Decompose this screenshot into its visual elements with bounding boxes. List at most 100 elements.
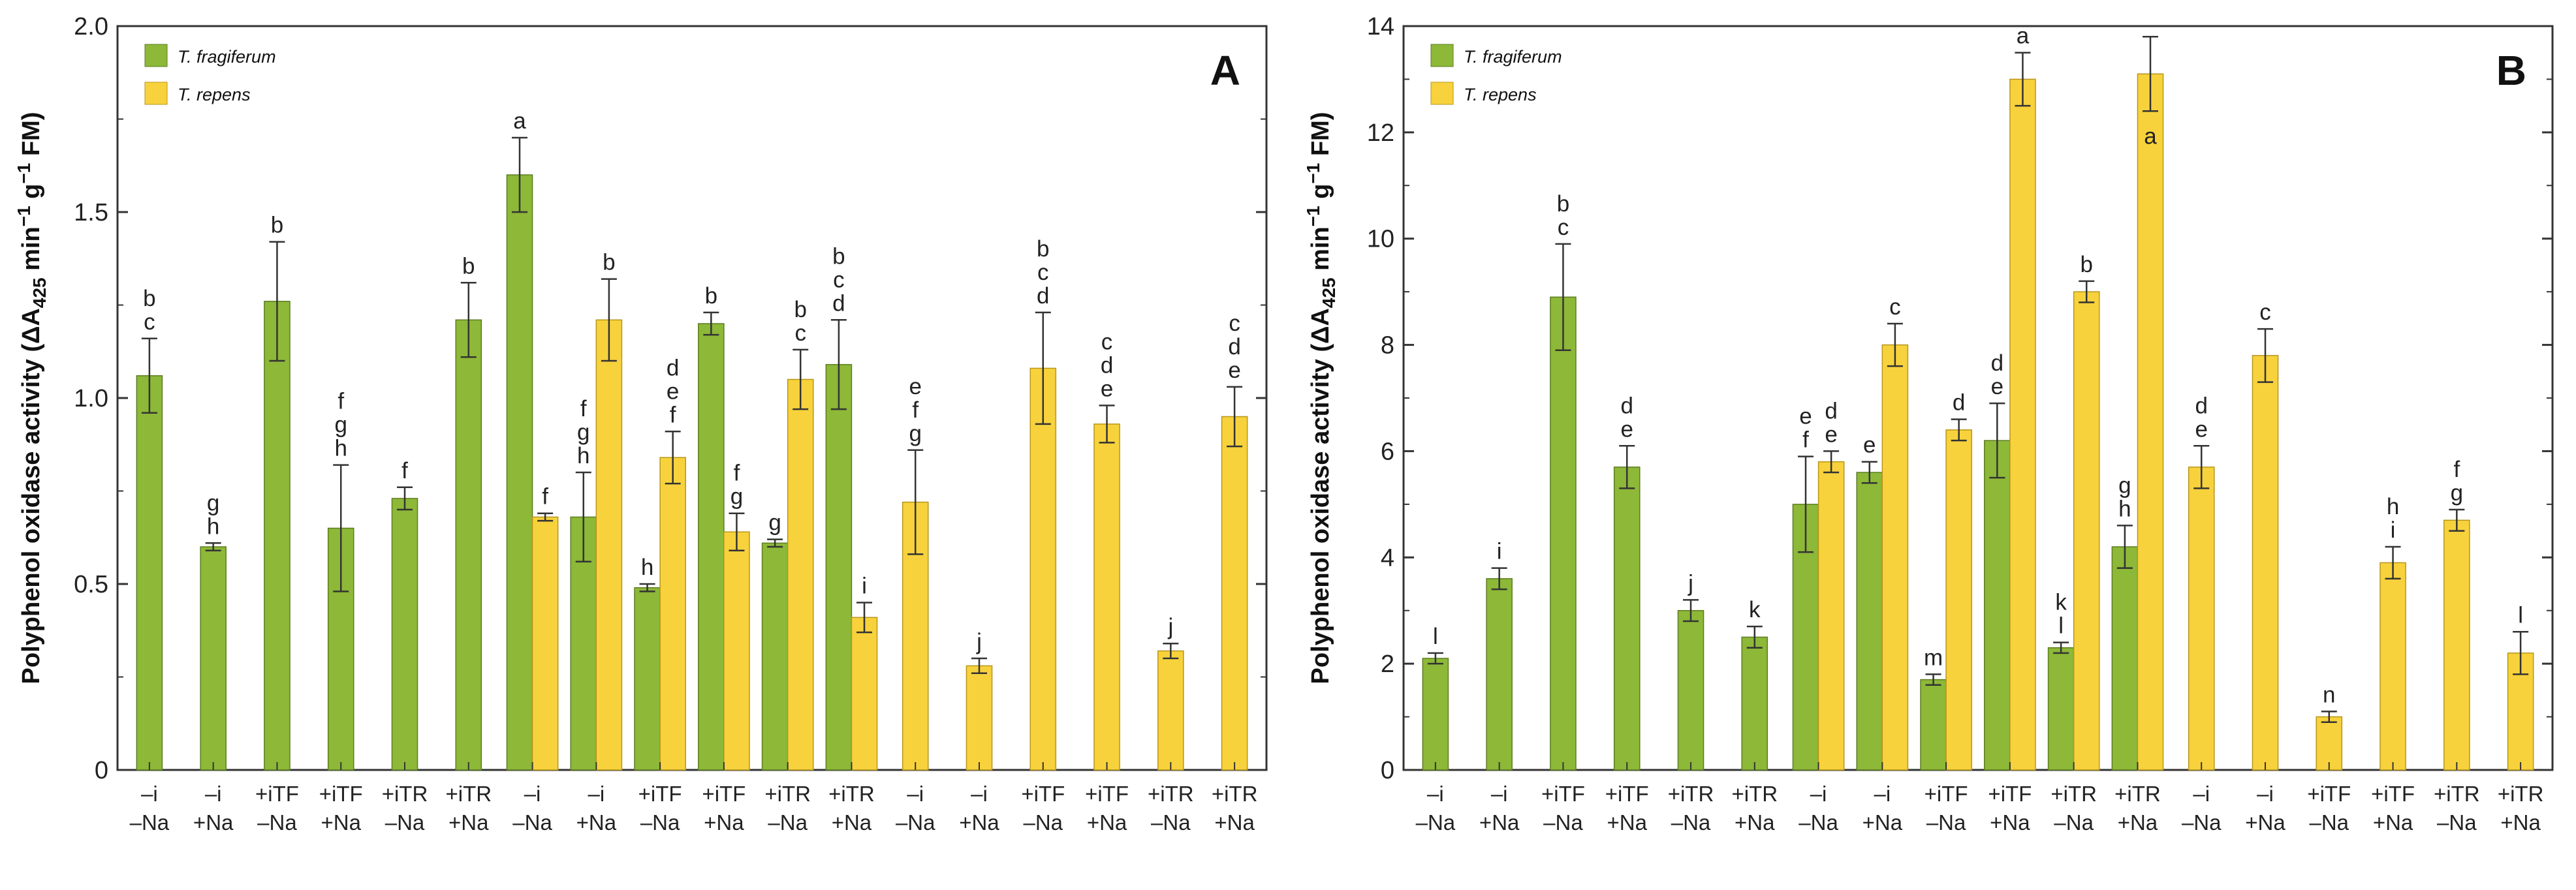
- significance-letter: j: [1688, 570, 1693, 596]
- x-category-line2: –Na: [2437, 810, 2477, 835]
- significance-letter: h: [2118, 496, 2131, 521]
- significance-letter: e: [1863, 433, 1876, 458]
- legend-a: T. fragiferum T. repens: [144, 44, 276, 105]
- x-category-line1: +iTF: [638, 782, 682, 806]
- significance-letter: e: [1228, 358, 1240, 383]
- significance-letter: e: [667, 378, 679, 404]
- x-category-line2: –Na: [385, 810, 425, 835]
- significance-letter: b: [271, 213, 283, 238]
- x-category-line2: +Na: [448, 810, 489, 835]
- bar-repens: [2137, 73, 2164, 771]
- bar-repens: [851, 617, 878, 771]
- significance-letter: j: [1167, 614, 1173, 639]
- bar-fragiferum: [1422, 658, 1449, 771]
- x-category-line2: –Na: [1798, 810, 1838, 835]
- significance-letter: h: [334, 436, 347, 461]
- bar-fragiferum: [698, 323, 725, 771]
- significance-letter: h: [577, 443, 589, 468]
- x-category-line1: +iTF: [1924, 782, 1968, 806]
- x-category-line1: +iTF: [1085, 782, 1129, 806]
- significance-letter: c: [1889, 294, 1901, 320]
- legend-label-repens: T. repens: [178, 85, 251, 104]
- x-category-line2: +Na: [1479, 810, 1520, 835]
- x-category-line1: –i: [971, 782, 988, 806]
- x-category-line1: +iTF: [1021, 782, 1065, 806]
- significance-letter: g: [768, 510, 781, 536]
- legend-swatch-fragiferum: [1430, 44, 1454, 67]
- bar-fragiferum: [2111, 546, 2139, 771]
- x-category-line1: –i: [2193, 782, 2210, 806]
- x-category-line1: +iTF: [1988, 782, 2032, 806]
- legend-label-fragiferum: T. fragiferum: [1464, 47, 1562, 67]
- x-category-line2: +Na: [193, 810, 234, 835]
- x-category-line2: –Na: [768, 810, 808, 835]
- significance-letter: f: [1802, 427, 1809, 453]
- significance-letter: b: [462, 253, 475, 279]
- significance-letter: c: [144, 309, 155, 335]
- x-category-line1: +iTR: [1668, 782, 1714, 806]
- significance-letter: e: [1620, 416, 1633, 442]
- y-tick-label: 10: [1367, 226, 1394, 253]
- x-category-line2: +Na: [1087, 810, 1127, 835]
- x-category-line1: –i: [1427, 782, 1444, 806]
- significance-letter: d: [1037, 283, 1049, 309]
- bar-fragiferum: [1613, 467, 1641, 771]
- bars-b: [1422, 36, 2534, 771]
- x-category-line2: +Na: [1735, 810, 1775, 835]
- x-category-line2: –Na: [257, 810, 297, 835]
- significance-letter: c: [1037, 260, 1049, 285]
- x-category-line1: –i: [907, 782, 924, 806]
- x-category-line1: –i: [2257, 782, 2274, 806]
- significance-letter: f: [338, 389, 344, 414]
- panel-a: 00.51.01.52.0 bcghbfghfbaffghbhdefbfggbc…: [14, 13, 1268, 835]
- significance-letter: i: [2391, 517, 2396, 543]
- bar-repens: [2073, 291, 2100, 771]
- x-category-line2: +Na: [1862, 810, 1903, 835]
- bar-fragiferum: [1856, 472, 1883, 771]
- significance-letter: e: [1991, 374, 2003, 399]
- legend-swatch-repens: [144, 82, 168, 105]
- bar-fragiferum: [136, 375, 163, 771]
- y-tick-label: 0: [95, 757, 108, 784]
- x-category-line2: –Na: [1671, 810, 1711, 835]
- y-tick-label: 2: [1381, 651, 1394, 678]
- x-category-line2: +Na: [959, 810, 999, 835]
- bar-repens: [1221, 416, 1248, 771]
- bar-repens: [2443, 519, 2470, 771]
- x-category-line1: –i: [1491, 782, 1508, 806]
- significance-letter: i: [862, 574, 867, 599]
- x-category-line1: +iTF: [2371, 782, 2415, 806]
- significance-letter: d: [1101, 352, 1113, 378]
- y-tick-label: 0.5: [74, 571, 108, 598]
- bar-fragiferum: [200, 546, 227, 771]
- x-category-line1: –i: [205, 782, 222, 806]
- panel-letter-b: B: [2496, 47, 2526, 94]
- bar-repens: [966, 665, 993, 771]
- significance-letter: d: [2195, 393, 2207, 418]
- significance-letter: g: [909, 421, 921, 446]
- bar-repens: [2009, 78, 2036, 771]
- significance-letter: a: [2017, 23, 2030, 49]
- significance-letter: e: [909, 374, 921, 399]
- significance-letter: b: [705, 283, 717, 309]
- x-category-line2: +Na: [1214, 810, 1255, 835]
- significance-letter: c: [2259, 299, 2271, 325]
- significance-letter: f: [401, 458, 408, 483]
- significance-letter: m: [1924, 645, 1943, 670]
- y-tick-label: 8: [1381, 332, 1394, 360]
- x-category-line2: +Na: [2373, 810, 2413, 835]
- x-category-line2: +Na: [2245, 810, 2285, 835]
- significance-letter: d: [1228, 334, 1240, 360]
- significance-labels-a: bcghbfghfbaffghbhdefbfggbcbcdiefgjbcdcde…: [143, 108, 1241, 654]
- significance-letter: b: [143, 286, 155, 311]
- significance-letter: h: [207, 514, 219, 539]
- y-tick-label: 6: [1381, 438, 1394, 465]
- x-category-line2: –Na: [1151, 810, 1191, 835]
- x-category-line1: +iTR: [764, 782, 811, 806]
- x-category-line2: –Na: [1926, 810, 1966, 835]
- y-axis-a: 0 0.5 1.0 1.5 2.0: [74, 13, 1266, 784]
- x-category-line1: +iTR: [2498, 782, 2544, 806]
- significance-letter: b: [794, 297, 806, 322]
- significance-letter: g: [207, 490, 219, 515]
